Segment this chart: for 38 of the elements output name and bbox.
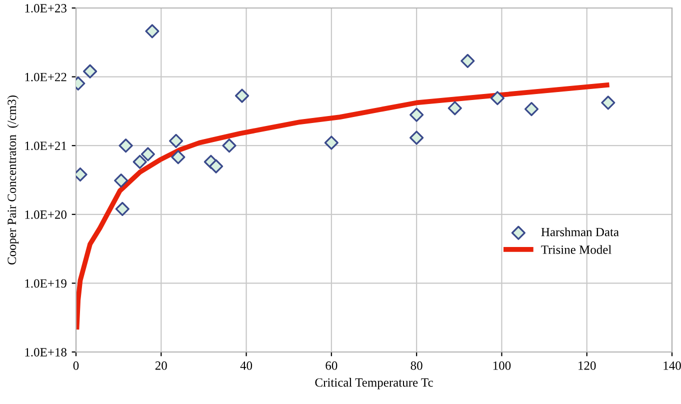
point [234, 88, 250, 103]
x-tick-label: 60 [326, 361, 338, 370]
point [168, 134, 184, 148]
x-tick-label: 80 [410, 361, 422, 370]
y-tick-label: 1.0E+18 [25, 348, 66, 357]
x-tick-label: 20 [155, 361, 167, 370]
point [115, 202, 130, 216]
x-tick-label: 120 [578, 361, 596, 370]
point [118, 138, 133, 153]
x-tick-label: 100 [493, 361, 511, 370]
point [324, 136, 338, 150]
point [410, 130, 424, 145]
y-tick-label: 1.0E+19 [25, 279, 66, 288]
point [222, 138, 236, 153]
y-axis-title: Cooper Pair Concentraton (/cm3) [7, 96, 19, 265]
point [209, 159, 224, 174]
point [601, 96, 616, 110]
y-tick-label: 1.0E+22 [25, 72, 66, 82]
point [410, 108, 424, 122]
x-axis-title: Critical Temperature Tc [315, 378, 433, 390]
legend-label: Harshman Data [541, 227, 619, 236]
y-tick-label: 1.0E+23 [25, 4, 66, 13]
y-tick-label: 1.0E+21 [25, 142, 66, 150]
point [460, 54, 475, 68]
point [524, 102, 539, 116]
point [140, 147, 155, 162]
point [490, 91, 505, 106]
x-tick-label: 40 [240, 361, 252, 370]
point [83, 64, 98, 78]
point [171, 150, 186, 164]
point [448, 101, 462, 116]
x-tick-label: 140 [664, 361, 681, 370]
x-tick-label: 0 [73, 361, 79, 370]
legend-label: Trisine Model [541, 245, 612, 254]
y-tick-label: 1.0E+20 [25, 210, 66, 219]
point [145, 24, 160, 38]
point [114, 174, 128, 188]
point [132, 154, 147, 169]
